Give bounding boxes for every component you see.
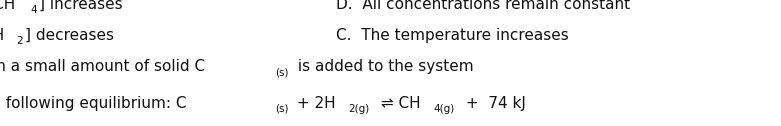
Text: D.  All concentrations remain constant: D. All concentrations remain constant — [336, 0, 630, 12]
Text: A.  [H: A. [H — [0, 28, 4, 43]
Text: ] decreases: ] decreases — [25, 28, 114, 43]
Text: When a small amount of solid C: When a small amount of solid C — [0, 59, 205, 74]
Text: + 2H: + 2H — [292, 96, 336, 111]
Text: is added to the system: is added to the system — [293, 59, 473, 74]
Text: ⇌ CH: ⇌ CH — [376, 96, 420, 111]
Text: B.  [CH: B. [CH — [0, 0, 15, 12]
Text: 4: 4 — [30, 5, 37, 15]
Text: 7. Consider the following equilibrium: C: 7. Consider the following equilibrium: C — [0, 96, 187, 111]
Text: 2(g): 2(g) — [348, 104, 369, 114]
Text: 2: 2 — [16, 36, 23, 46]
Text: +  74 kJ: + 74 kJ — [461, 96, 526, 111]
Text: 4(g): 4(g) — [433, 104, 455, 114]
Text: (s): (s) — [275, 104, 288, 114]
Text: (s): (s) — [276, 67, 289, 77]
Text: ] increases: ] increases — [39, 0, 123, 12]
Text: C.  The temperature increases: C. The temperature increases — [336, 28, 569, 43]
